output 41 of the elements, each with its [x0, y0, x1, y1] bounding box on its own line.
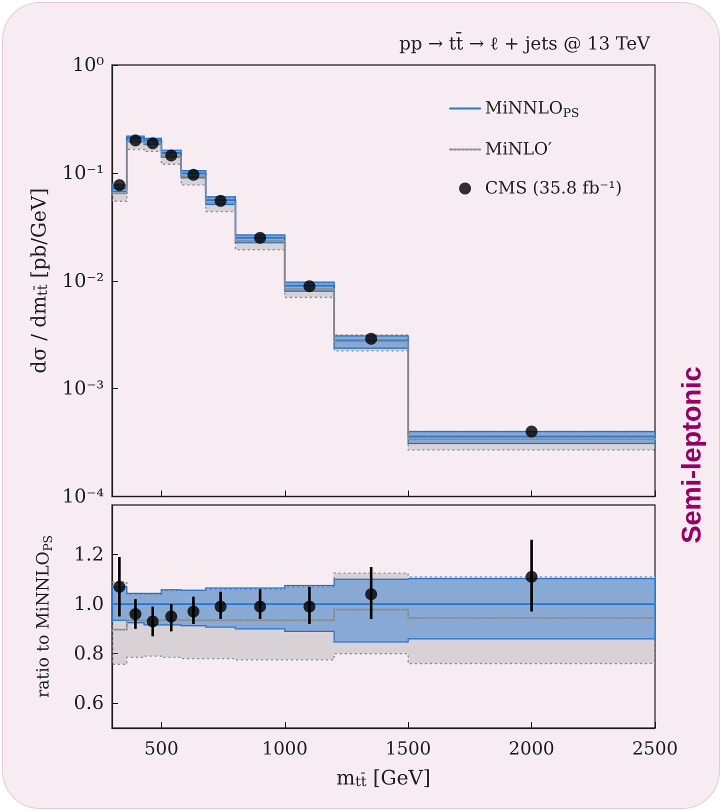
y-tick-label: 10⁻⁴ [62, 486, 104, 508]
y-axis-title: dσ / dmtt̄ [pb/GeV] [26, 188, 51, 374]
point [146, 615, 159, 628]
point [303, 600, 316, 613]
point [187, 606, 200, 618]
x-tick-label: 1500 [385, 738, 432, 760]
legend-label: MiNLO′ [485, 140, 552, 160]
x-tick-label: 500 [144, 738, 179, 760]
y-tick-label: 10⁻² [62, 270, 104, 292]
x-tick-label: 2000 [508, 738, 554, 760]
point [254, 600, 266, 613]
point [254, 232, 266, 244]
y-tick-label: 1.2 [74, 544, 104, 566]
y-tick-label: 10⁻³ [62, 378, 104, 400]
point [214, 600, 227, 613]
x-tick-label: 1000 [262, 738, 308, 760]
y-tick-label: 10⁰ [72, 54, 104, 76]
legend-label: CMS (35.8 fb⁻¹) [485, 178, 622, 198]
point [165, 149, 178, 162]
point [214, 194, 227, 207]
y-tick-label: 10⁻¹ [62, 162, 104, 184]
chart-title: pp → tt̄ → ℓ + jets @ 13 TeV [399, 32, 651, 54]
point [113, 179, 126, 192]
point [165, 610, 178, 622]
point [526, 426, 538, 438]
point [365, 588, 378, 600]
y-tick-label: 0.6 [74, 692, 104, 714]
point [365, 332, 378, 345]
x-tick-label: 2500 [632, 738, 678, 760]
point [113, 580, 126, 593]
point [146, 137, 159, 150]
y-axis-title: ratio to MiNNLOPS [34, 535, 55, 698]
x-axis-title: mtt̄ [GeV] [336, 766, 431, 790]
y-tick-label: 0.8 [74, 642, 104, 665]
point [303, 280, 316, 292]
text: Semi-leptonic [676, 366, 708, 544]
point [129, 134, 142, 146]
point [526, 570, 538, 583]
point [187, 168, 200, 181]
point [129, 608, 142, 620]
y-tick-label: 1.0 [74, 593, 104, 616]
